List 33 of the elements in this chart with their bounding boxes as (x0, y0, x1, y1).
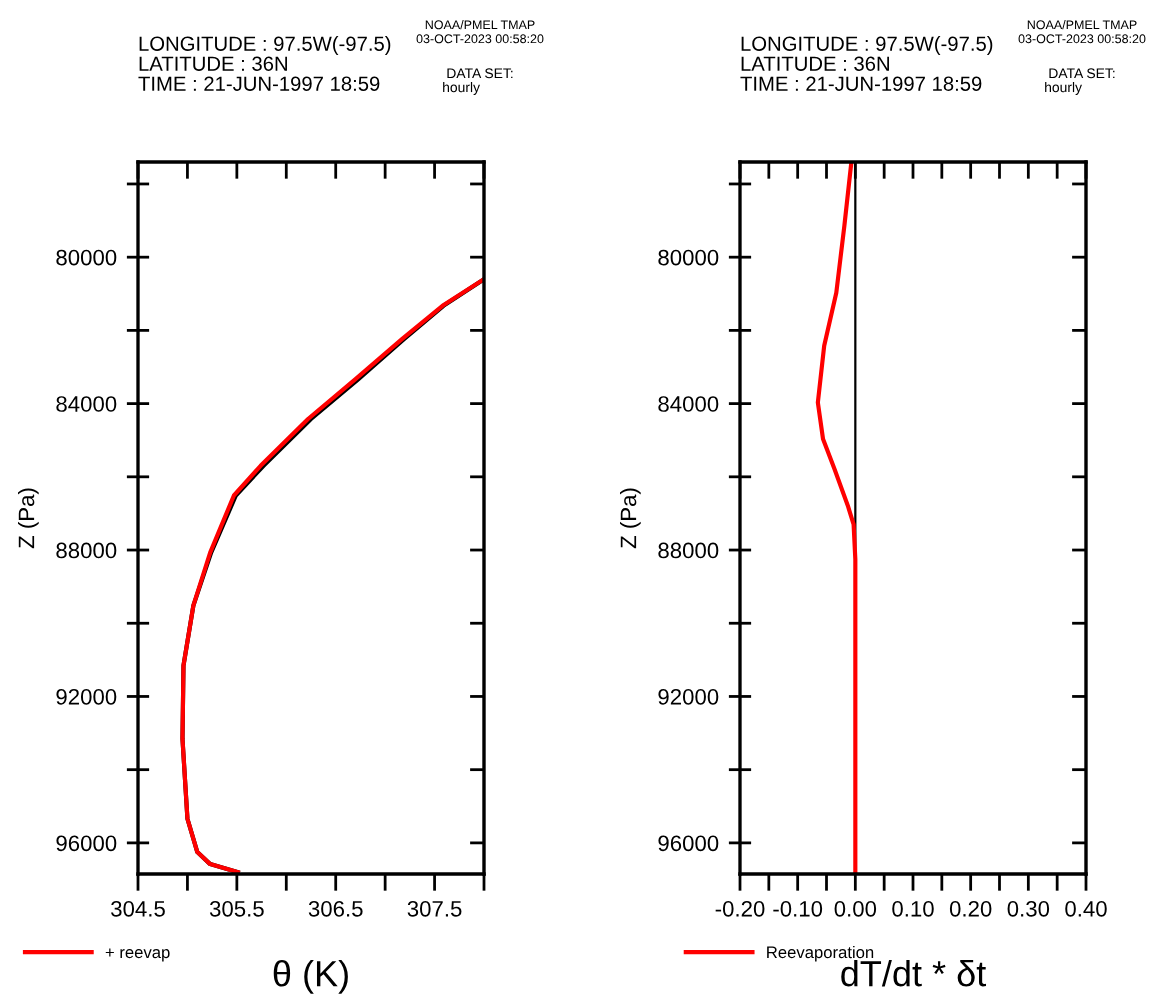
y-tick-label: 92000 (658, 688, 719, 705)
y-tick-label: 80000 (658, 249, 719, 266)
y-tick-label: 96000 (56, 835, 117, 852)
x-tick-label: 0.20 (949, 900, 992, 917)
text: LONGITUDE : 97.5W(-97.5) (741, 36, 993, 55)
legend-label: Reevaporation (767, 945, 874, 962)
x-tick-label: 0.30 (1007, 900, 1050, 917)
x-tick-label: 0.40 (1065, 900, 1107, 917)
x-tick-label: 306.5 (308, 900, 363, 917)
x-tick-label: 304.5 (111, 900, 165, 917)
text: LATITUDE : 36N (741, 56, 889, 71)
x-tick-label: -0.10 (773, 900, 823, 917)
y-tick-label: 88000 (56, 542, 117, 559)
y-axis-title: Z (Pa) (620, 488, 641, 549)
x-axis-title: dT/dt * δt (841, 959, 987, 987)
text: TIME : 21-JUN-1997 18:59 (138, 76, 380, 91)
y-tick-label: 96000 (658, 835, 719, 852)
x-tick-label: 0.00 (834, 900, 877, 917)
x-axis-title: θ (K) (273, 959, 348, 994)
y-tick-label: 80000 (56, 249, 117, 266)
y-axis-title: Z (Pa) (18, 488, 39, 549)
x-tick-label: 0.10 (892, 900, 934, 917)
y-tick-label: 88000 (658, 542, 719, 559)
text: TIME : 21-JUN-1997 18:59 (740, 76, 982, 91)
text: LONGITUDE : 97.5W(-97.5) (139, 36, 391, 55)
y-tick-label: 92000 (56, 688, 117, 705)
x-tick-label: 305.5 (209, 900, 264, 917)
legend-label: + reevap (105, 948, 170, 962)
x-tick-label: 307.5 (407, 900, 462, 917)
text: LATITUDE : 36N (139, 56, 287, 71)
x-tick-label: -0.20 (715, 900, 765, 917)
y-tick-label: 84000 (56, 396, 117, 412)
y-tick-label: 84000 (658, 396, 719, 412)
